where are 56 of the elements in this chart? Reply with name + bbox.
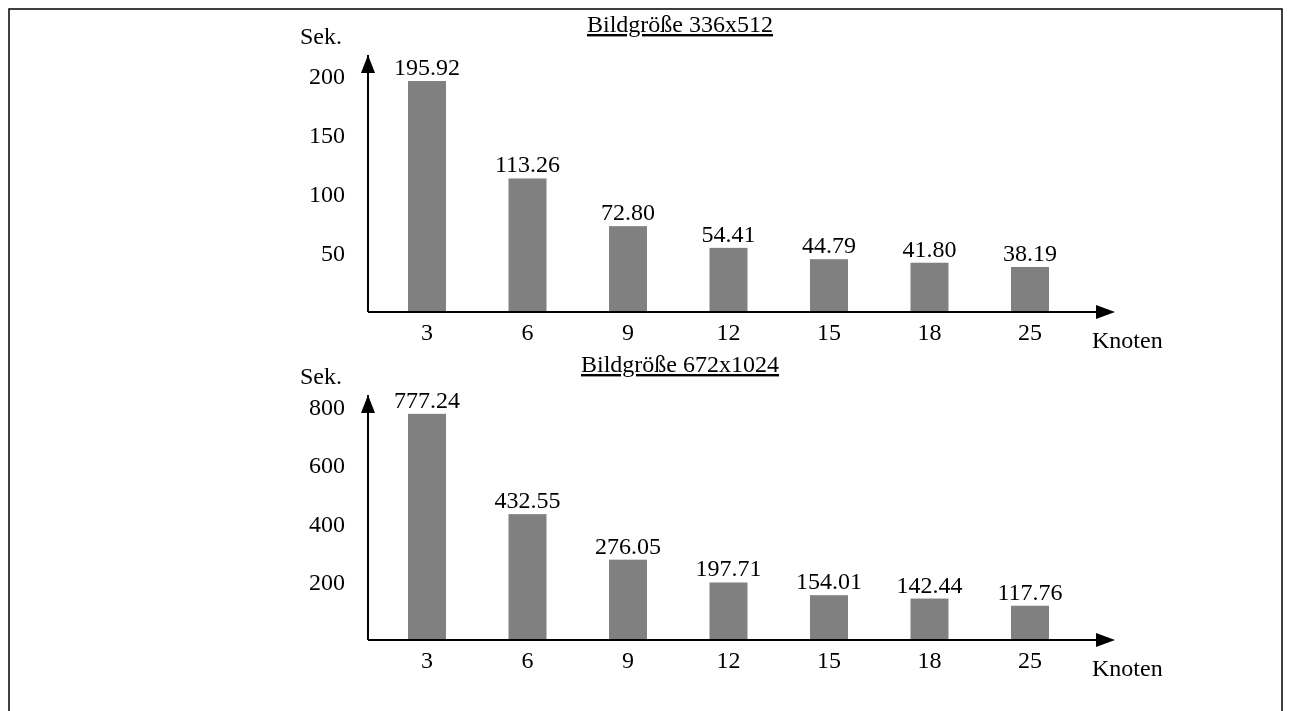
data-label: 154.01 [796, 568, 862, 595]
x-tick-label: 6 [521, 647, 534, 673]
data-label: 276.05 [595, 532, 661, 559]
x-tick-label: 18 [917, 647, 942, 673]
y-tick-label: 200 [309, 63, 345, 90]
bar [508, 178, 547, 312]
bar [508, 514, 547, 640]
bar [910, 598, 949, 640]
x-tick-label: 12 [716, 647, 741, 673]
x-tick-label: 3 [421, 647, 433, 673]
y-tick-label: 600 [309, 452, 345, 479]
data-label: 72.80 [601, 199, 655, 226]
x-tick-label: 25 [1018, 319, 1042, 345]
x-tick-label: 9 [622, 647, 634, 673]
chart-title: Bildgröße 672x1024 [581, 351, 779, 377]
data-label: 113.26 [494, 151, 561, 178]
bar [709, 247, 748, 312]
chart-title: Bildgröße 336x512 [587, 11, 773, 37]
bar [408, 81, 446, 312]
y-tick-label: 400 [309, 510, 345, 537]
y-tick-label: 100 [309, 181, 345, 208]
data-label: 432.55 [494, 487, 561, 514]
bar [1011, 266, 1049, 312]
data-label: 197.71 [695, 555, 762, 582]
x-tick-label: 6 [521, 319, 534, 345]
bar [810, 259, 848, 312]
bar [810, 595, 848, 640]
bar [1011, 605, 1049, 640]
x-tick-label: 12 [716, 319, 741, 345]
x-tick-label: 25 [1018, 647, 1042, 673]
bar [609, 226, 647, 312]
y-tick-label: 800 [309, 394, 345, 421]
y-axis-title: Sek. [300, 363, 342, 389]
y-tick-label: 50 [321, 240, 345, 267]
data-label: 41.80 [902, 235, 957, 262]
x-tick-label: 9 [622, 319, 634, 345]
x-tick-label: 3 [421, 319, 433, 345]
y-tick-label: 150 [309, 122, 345, 149]
data-label: 142.44 [896, 571, 963, 598]
x-axis-title: Knoten [1092, 655, 1163, 681]
x-axis-title: Knoten [1092, 327, 1163, 353]
bar [609, 559, 647, 640]
data-label: 195.92 [394, 54, 460, 81]
data-label: 44.79 [802, 232, 856, 259]
x-tick-label: 15 [817, 647, 841, 673]
data-label: 54.41 [701, 220, 756, 247]
x-tick-label: 15 [817, 319, 841, 345]
y-axis-title: Sek. [300, 23, 342, 49]
data-label: 38.19 [1003, 239, 1057, 266]
bar [408, 413, 446, 640]
bar [709, 582, 748, 640]
y-tick-label: 200 [309, 568, 345, 595]
data-label: 117.76 [997, 578, 1063, 605]
bar [910, 262, 949, 312]
x-tick-label: 18 [917, 319, 942, 345]
data-label: 777.24 [394, 386, 460, 413]
